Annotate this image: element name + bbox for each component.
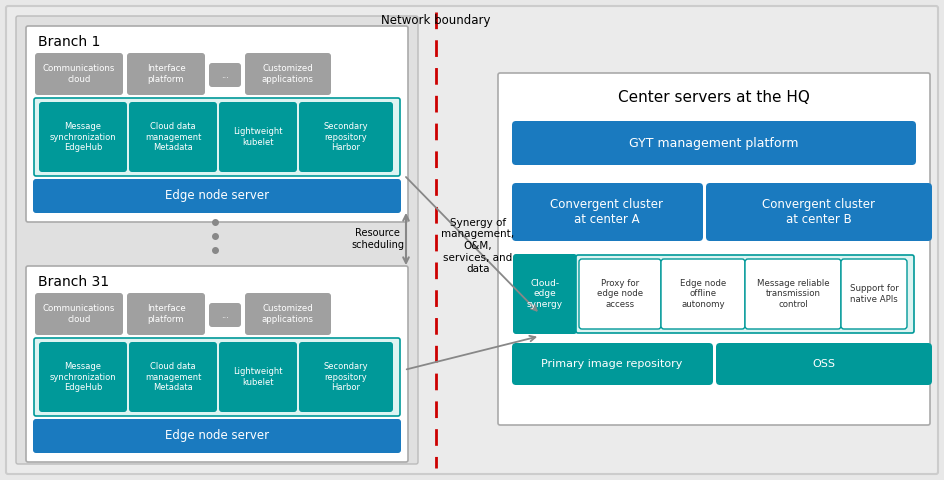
- FancyBboxPatch shape: [512, 343, 713, 385]
- Text: Interface
platform: Interface platform: [146, 304, 185, 324]
- FancyBboxPatch shape: [209, 303, 241, 327]
- FancyBboxPatch shape: [576, 255, 914, 333]
- FancyBboxPatch shape: [6, 6, 938, 474]
- Text: Edge node server: Edge node server: [165, 430, 269, 443]
- FancyBboxPatch shape: [127, 293, 205, 335]
- Text: Lightweight
kubelet: Lightweight kubelet: [233, 127, 283, 147]
- Text: Convergent cluster
at center B: Convergent cluster at center B: [763, 198, 875, 226]
- Text: Lightweight
kubelet: Lightweight kubelet: [233, 367, 283, 387]
- FancyBboxPatch shape: [512, 121, 916, 165]
- FancyBboxPatch shape: [129, 342, 217, 412]
- Text: OSS: OSS: [813, 359, 835, 369]
- FancyBboxPatch shape: [26, 26, 408, 222]
- Text: Branch 31: Branch 31: [38, 275, 110, 289]
- FancyBboxPatch shape: [716, 343, 932, 385]
- FancyBboxPatch shape: [245, 53, 331, 95]
- Text: Support for
native APIs: Support for native APIs: [850, 284, 899, 304]
- Text: Message
synchronization
EdgeHub: Message synchronization EdgeHub: [50, 122, 116, 152]
- Text: Edge node
offline
autonomy: Edge node offline autonomy: [680, 279, 726, 309]
- FancyBboxPatch shape: [219, 342, 297, 412]
- FancyBboxPatch shape: [745, 259, 841, 329]
- Text: ...: ...: [221, 71, 229, 80]
- Text: Cloud data
management
Metadata: Cloud data management Metadata: [144, 362, 201, 392]
- Text: Communications
cloud: Communications cloud: [42, 64, 115, 84]
- FancyBboxPatch shape: [299, 102, 393, 172]
- Text: Convergent cluster
at center A: Convergent cluster at center A: [550, 198, 664, 226]
- FancyBboxPatch shape: [245, 293, 331, 335]
- Text: Communications
cloud: Communications cloud: [42, 304, 115, 324]
- Text: Message reliable
transmission
control: Message reliable transmission control: [757, 279, 830, 309]
- FancyBboxPatch shape: [219, 102, 297, 172]
- FancyBboxPatch shape: [841, 259, 907, 329]
- Text: Customized
applications: Customized applications: [262, 64, 314, 84]
- FancyBboxPatch shape: [33, 419, 401, 453]
- FancyBboxPatch shape: [209, 63, 241, 87]
- Text: Secondary
repository
Harbor: Secondary repository Harbor: [324, 122, 368, 152]
- FancyBboxPatch shape: [513, 254, 577, 334]
- Text: Branch 1: Branch 1: [38, 35, 100, 49]
- FancyBboxPatch shape: [512, 183, 703, 241]
- FancyBboxPatch shape: [16, 16, 418, 464]
- FancyBboxPatch shape: [34, 98, 400, 176]
- FancyBboxPatch shape: [39, 102, 127, 172]
- Text: Customized
applications: Customized applications: [262, 304, 314, 324]
- Text: Interface
platform: Interface platform: [146, 64, 185, 84]
- FancyBboxPatch shape: [706, 183, 932, 241]
- Text: GYT management platform: GYT management platform: [630, 136, 799, 149]
- FancyBboxPatch shape: [35, 293, 123, 335]
- FancyBboxPatch shape: [34, 338, 400, 416]
- FancyBboxPatch shape: [299, 342, 393, 412]
- Text: Resource
scheduling: Resource scheduling: [351, 228, 404, 250]
- FancyBboxPatch shape: [26, 266, 408, 462]
- FancyBboxPatch shape: [661, 259, 745, 329]
- Text: Secondary
repository
Harbor: Secondary repository Harbor: [324, 362, 368, 392]
- Text: Synergy of
management,
O&M,
services, and
data: Synergy of management, O&M, services, an…: [442, 218, 514, 274]
- Text: Network boundary: Network boundary: [381, 14, 491, 27]
- Text: Cloud-
edge
synergy: Cloud- edge synergy: [527, 279, 563, 309]
- Text: Proxy for
edge node
access: Proxy for edge node access: [597, 279, 643, 309]
- Text: Primary image repository: Primary image repository: [541, 359, 683, 369]
- Text: Message
synchronization
EdgeHub: Message synchronization EdgeHub: [50, 362, 116, 392]
- Text: ...: ...: [221, 311, 229, 320]
- FancyBboxPatch shape: [35, 53, 123, 95]
- Text: Center servers at the HQ: Center servers at the HQ: [618, 89, 810, 105]
- FancyBboxPatch shape: [33, 179, 401, 213]
- FancyBboxPatch shape: [579, 259, 661, 329]
- Text: Cloud data
management
Metadata: Cloud data management Metadata: [144, 122, 201, 152]
- FancyBboxPatch shape: [39, 342, 127, 412]
- FancyBboxPatch shape: [498, 73, 930, 425]
- Text: Edge node server: Edge node server: [165, 190, 269, 203]
- FancyBboxPatch shape: [129, 102, 217, 172]
- FancyBboxPatch shape: [127, 53, 205, 95]
